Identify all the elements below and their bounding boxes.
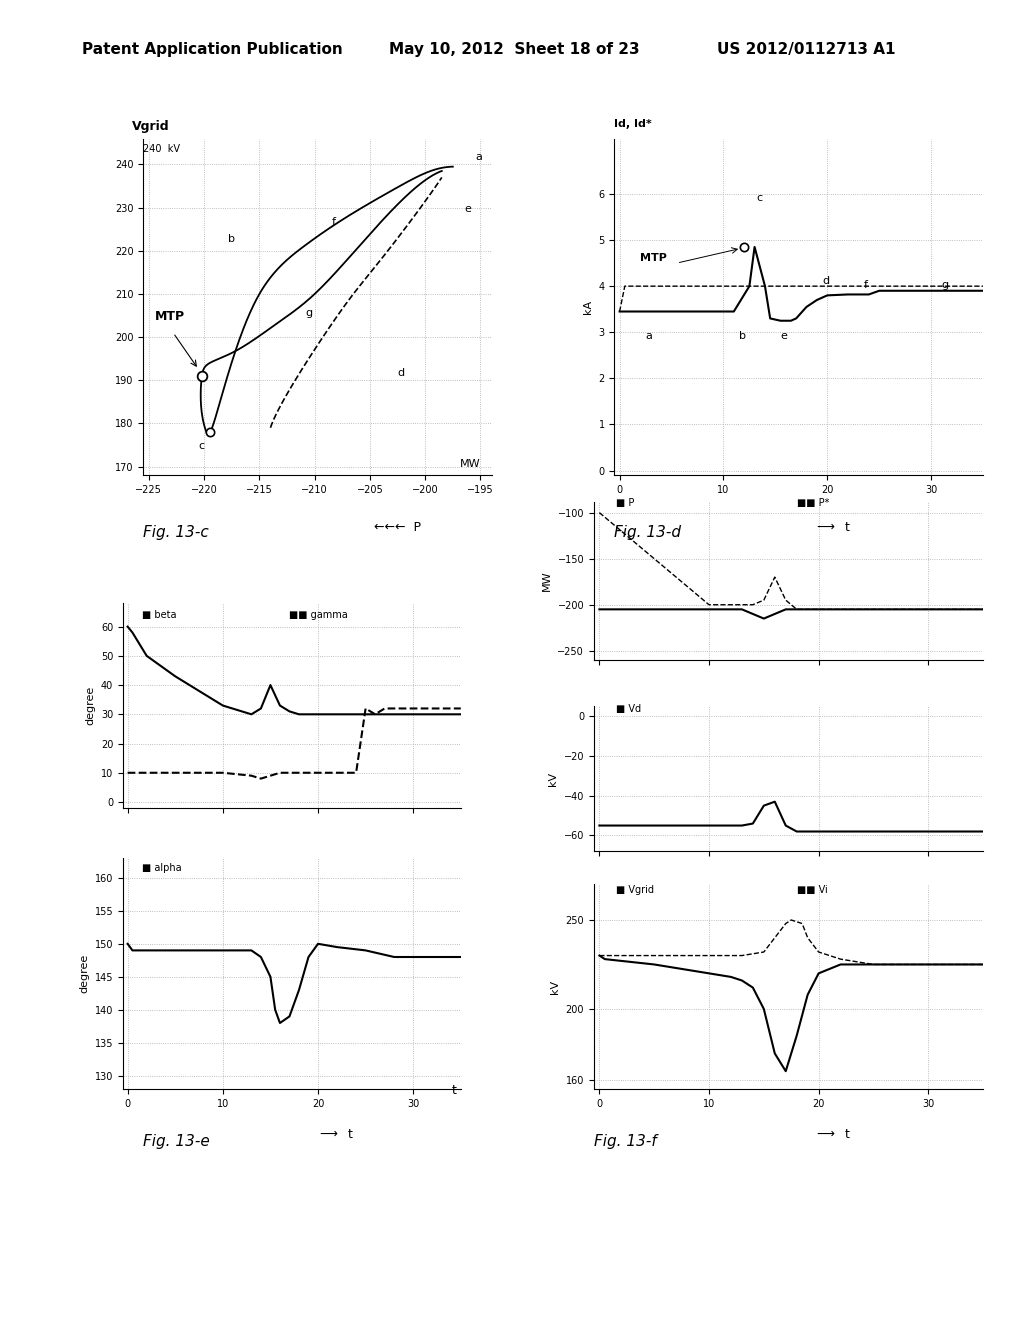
Text: b: b bbox=[228, 234, 236, 244]
Text: g: g bbox=[941, 280, 948, 289]
Text: $\longrightarrow$  t: $\longrightarrow$ t bbox=[814, 1127, 851, 1140]
Text: f: f bbox=[863, 280, 867, 289]
Text: ■ Vd: ■ Vd bbox=[615, 704, 641, 714]
Text: g: g bbox=[306, 308, 313, 318]
Text: MTP: MTP bbox=[640, 253, 668, 263]
Text: b: b bbox=[739, 331, 746, 341]
Text: $\longrightarrow$  t: $\longrightarrow$ t bbox=[317, 1127, 354, 1140]
Text: f: f bbox=[331, 216, 335, 227]
Text: c: c bbox=[757, 193, 763, 203]
Y-axis label: degree: degree bbox=[85, 686, 95, 725]
Text: e: e bbox=[780, 331, 787, 341]
Text: Vgrid: Vgrid bbox=[132, 120, 170, 133]
Text: $\longrightarrow$  t: $\longrightarrow$ t bbox=[814, 520, 851, 533]
Text: MW: MW bbox=[460, 458, 480, 469]
Y-axis label: kV: kV bbox=[550, 979, 560, 994]
Text: e: e bbox=[464, 205, 471, 214]
Text: May 10, 2012  Sheet 18 of 23: May 10, 2012 Sheet 18 of 23 bbox=[389, 42, 640, 57]
Text: Fig. 13-c: Fig. 13-c bbox=[143, 525, 209, 540]
Text: 240  kV: 240 kV bbox=[143, 144, 180, 153]
Text: ■■ Vi: ■■ Vi bbox=[797, 886, 827, 895]
Text: ■ P: ■ P bbox=[615, 498, 634, 508]
Text: ←←←  P: ←←← P bbox=[374, 520, 421, 533]
Text: a: a bbox=[475, 152, 482, 162]
Y-axis label: kV: kV bbox=[548, 772, 558, 785]
Text: ■ alpha: ■ alpha bbox=[142, 863, 181, 874]
Text: ■■ gamma: ■■ gamma bbox=[290, 610, 348, 620]
Y-axis label: kA: kA bbox=[583, 300, 593, 314]
Text: Fig. 13-d: Fig. 13-d bbox=[614, 525, 681, 540]
Text: MTP: MTP bbox=[155, 310, 184, 323]
Text: ■■ P*: ■■ P* bbox=[797, 498, 829, 508]
Text: a: a bbox=[645, 331, 652, 341]
Text: ■ Vgrid: ■ Vgrid bbox=[615, 886, 654, 895]
Text: d: d bbox=[397, 368, 404, 378]
Text: ■ beta: ■ beta bbox=[142, 610, 176, 620]
Text: d: d bbox=[822, 276, 829, 286]
Text: Patent Application Publication: Patent Application Publication bbox=[82, 42, 343, 57]
Text: t: t bbox=[452, 1084, 456, 1097]
Text: US 2012/0112713 A1: US 2012/0112713 A1 bbox=[717, 42, 895, 57]
Text: Id, Id*: Id, Id* bbox=[614, 119, 652, 129]
Text: Fig. 13-f: Fig. 13-f bbox=[594, 1134, 656, 1148]
Text: c: c bbox=[199, 441, 205, 451]
Y-axis label: MW: MW bbox=[542, 570, 552, 591]
Y-axis label: degree: degree bbox=[79, 954, 89, 993]
Text: Fig. 13-e: Fig. 13-e bbox=[143, 1134, 210, 1148]
